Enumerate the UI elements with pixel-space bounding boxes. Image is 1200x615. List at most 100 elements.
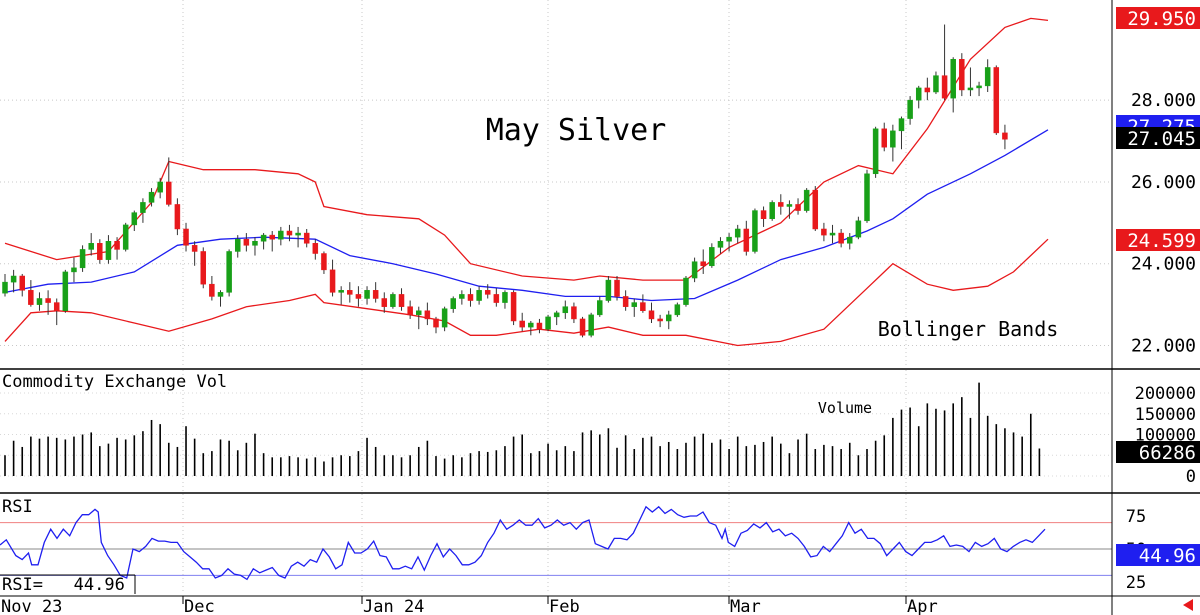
candle <box>778 194 784 215</box>
candle <box>390 292 396 309</box>
candle <box>855 216 862 240</box>
candle <box>79 245 86 272</box>
candle <box>976 81 982 97</box>
volume-tick-label: 150000 <box>1135 405 1196 425</box>
candle <box>217 290 224 307</box>
candle <box>226 249 232 297</box>
candle <box>907 96 913 125</box>
candle <box>959 53 965 97</box>
candle-body <box>648 310 655 320</box>
rsi-readout: RSI= 44.96 <box>2 575 125 595</box>
candle-body <box>683 277 689 305</box>
candle-body <box>821 228 827 236</box>
candle-body <box>62 271 69 312</box>
candle-body <box>338 290 344 293</box>
candle-body <box>191 245 198 252</box>
candle <box>915 85 922 109</box>
candle <box>166 157 172 207</box>
candle <box>665 310 672 330</box>
candle <box>967 67 974 97</box>
rsi-grid <box>0 494 1112 594</box>
date-tick-label: Dec <box>184 597 215 615</box>
price-candles <box>2 24 1008 338</box>
candle <box>398 288 405 311</box>
candle <box>269 231 275 252</box>
volume-tick-label: 100000 <box>1135 426 1196 446</box>
candle <box>536 318 543 334</box>
lower-band-badge: 24.599 <box>1116 229 1200 252</box>
volume-last-badge-box <box>1116 441 1200 463</box>
candle-body <box>252 240 258 246</box>
upper-band <box>4 17 1049 281</box>
rsi-tick-label: 75 <box>1126 507 1146 527</box>
candle-body <box>812 189 819 230</box>
candle-body <box>303 232 310 244</box>
volume-tick-label: 200000 <box>1135 384 1196 404</box>
candle-body <box>53 302 60 312</box>
volume-annotation: Volume <box>818 399 872 417</box>
candle-body <box>484 290 491 295</box>
candle-body <box>321 253 327 271</box>
date-tick-label: Feb <box>549 597 580 615</box>
candle <box>605 276 612 303</box>
candle-body <box>829 232 836 236</box>
candle-body <box>493 294 500 303</box>
date-tick-label: Mar <box>730 597 761 615</box>
candle-body <box>898 118 905 132</box>
candle <box>674 302 681 317</box>
scroll-arrow-icon[interactable] <box>1183 599 1193 611</box>
candle-body <box>424 310 431 320</box>
candle-body <box>278 230 284 240</box>
candle <box>131 210 138 232</box>
candle <box>657 314 663 328</box>
candle <box>700 249 706 274</box>
candle-body <box>890 130 896 148</box>
candle <box>424 302 431 326</box>
candle-body <box>993 67 1000 134</box>
candle <box>545 314 551 332</box>
candle <box>278 226 284 246</box>
candle-body <box>864 173 870 222</box>
candle <box>803 188 810 213</box>
candle-body <box>778 202 784 207</box>
candle-body <box>71 267 77 273</box>
candle-body <box>2 281 8 294</box>
price-tick-label: 24.000 <box>1131 254 1196 275</box>
candle <box>295 226 301 248</box>
candle <box>864 169 870 223</box>
candle <box>260 233 267 250</box>
volume-bars <box>4 382 1041 476</box>
candle-body <box>726 236 732 242</box>
candle <box>174 198 181 236</box>
candle <box>2 273 8 297</box>
candle-body <box>855 220 862 238</box>
candle-body <box>355 294 362 299</box>
candle-body <box>433 318 439 328</box>
candle-body <box>269 234 275 240</box>
candle <box>847 233 853 250</box>
bollinger-label: Bollinger Bands <box>878 317 1059 341</box>
candle-body <box>984 67 991 87</box>
lower-band <box>4 238 1049 347</box>
candle-body <box>872 128 879 175</box>
candle-body <box>941 75 948 99</box>
candle <box>795 198 801 215</box>
candle <box>1002 124 1008 150</box>
candle <box>97 239 103 264</box>
candle-body <box>760 210 767 220</box>
candle <box>640 294 646 313</box>
candle <box>717 237 724 254</box>
candle-body <box>131 212 138 226</box>
candle-body <box>364 290 370 299</box>
date-tick-label: Jan 24 <box>363 597 424 615</box>
candle <box>122 222 129 252</box>
candle-body <box>79 249 86 269</box>
candle-body <box>717 240 724 248</box>
candle <box>614 276 620 301</box>
candle <box>898 116 905 150</box>
candle-body <box>441 308 448 328</box>
price-tick-label: 26.000 <box>1131 172 1196 193</box>
candle <box>209 276 215 301</box>
candle-body <box>174 204 181 230</box>
